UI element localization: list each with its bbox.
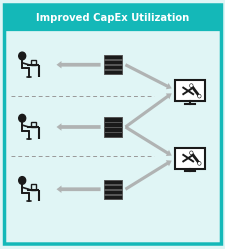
FancyArrow shape (56, 123, 100, 131)
Circle shape (198, 163, 199, 164)
Bar (104, 65, 121, 69)
FancyBboxPatch shape (4, 5, 220, 244)
Bar (104, 127, 121, 132)
Bar (104, 117, 121, 122)
Bar (104, 195, 121, 199)
Bar (104, 185, 121, 189)
Circle shape (197, 162, 200, 165)
Bar (174, 80, 204, 102)
Circle shape (19, 177, 26, 184)
FancyArrow shape (56, 186, 100, 193)
Bar (31, 60, 36, 65)
Bar (31, 185, 36, 190)
Bar (104, 180, 121, 184)
FancyArrow shape (124, 160, 171, 191)
Circle shape (190, 152, 191, 154)
FancyArrow shape (124, 125, 171, 156)
Circle shape (189, 84, 192, 87)
FancyArrow shape (124, 93, 171, 128)
Circle shape (190, 85, 191, 86)
Circle shape (198, 95, 199, 97)
Bar (174, 147, 204, 169)
Bar (104, 55, 121, 59)
Text: Improved CapEx Utilization: Improved CapEx Utilization (36, 13, 189, 23)
Bar (31, 122, 36, 127)
FancyArrow shape (124, 63, 171, 89)
Bar (104, 60, 121, 64)
Circle shape (197, 95, 200, 98)
FancyBboxPatch shape (4, 5, 220, 31)
Bar (104, 70, 121, 74)
Circle shape (19, 52, 26, 60)
Circle shape (189, 151, 192, 154)
Bar (104, 189, 121, 194)
Circle shape (19, 114, 26, 122)
FancyArrow shape (56, 61, 100, 68)
Bar (104, 122, 121, 127)
Bar (104, 132, 121, 137)
